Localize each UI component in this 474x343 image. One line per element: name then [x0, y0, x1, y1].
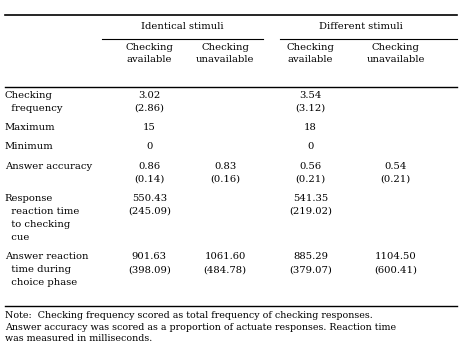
Text: cue: cue [5, 233, 29, 242]
Text: (0.16): (0.16) [210, 175, 240, 184]
Text: 0: 0 [146, 142, 153, 151]
Text: available: available [288, 55, 333, 63]
Text: unavailable: unavailable [366, 55, 425, 63]
Text: (0.21): (0.21) [381, 175, 411, 184]
Text: 0.54: 0.54 [384, 162, 407, 170]
Text: (484.78): (484.78) [204, 265, 246, 274]
Text: 885.29: 885.29 [293, 252, 328, 261]
Text: time during: time during [5, 265, 71, 274]
Text: (0.21): (0.21) [295, 175, 326, 184]
Text: (245.09): (245.09) [128, 207, 171, 216]
Text: (2.86): (2.86) [134, 104, 164, 113]
Text: 15: 15 [143, 123, 156, 132]
Text: Minimum: Minimum [5, 142, 54, 151]
Text: Answer reaction: Answer reaction [5, 252, 88, 261]
Text: 3.54: 3.54 [299, 91, 322, 100]
Text: 901.63: 901.63 [132, 252, 167, 261]
Text: to checking: to checking [5, 220, 70, 229]
Text: Maximum: Maximum [5, 123, 55, 132]
Text: (398.09): (398.09) [128, 265, 171, 274]
Text: available: available [127, 55, 172, 63]
Text: 0.86: 0.86 [138, 162, 160, 170]
Text: Checking: Checking [201, 43, 249, 52]
Text: Answer accuracy was scored as a proportion of actuate responses. Reaction time: Answer accuracy was scored as a proporti… [5, 323, 396, 332]
Text: Different stimuli: Different stimuli [319, 22, 403, 31]
Text: choice phase: choice phase [5, 278, 77, 287]
Text: Checking: Checking [372, 43, 420, 52]
Text: was measured in milliseconds.: was measured in milliseconds. [5, 334, 152, 343]
Text: 0: 0 [307, 142, 314, 151]
Text: 541.35: 541.35 [293, 194, 328, 203]
Text: (3.12): (3.12) [295, 104, 326, 113]
Text: (0.14): (0.14) [134, 175, 164, 184]
Text: (219.02): (219.02) [289, 207, 332, 216]
Text: Checking: Checking [5, 91, 53, 100]
Text: (379.07): (379.07) [289, 265, 332, 274]
Text: Answer accuracy: Answer accuracy [5, 162, 92, 170]
Text: frequency: frequency [5, 104, 62, 113]
Text: Response: Response [5, 194, 53, 203]
Text: 18: 18 [304, 123, 317, 132]
Text: Checking: Checking [286, 43, 335, 52]
Text: reaction time: reaction time [5, 207, 79, 216]
Text: Identical stimuli: Identical stimuli [141, 22, 224, 31]
Text: (600.41): (600.41) [374, 265, 417, 274]
Text: unavailable: unavailable [196, 55, 255, 63]
Text: 0.83: 0.83 [214, 162, 236, 170]
Text: 0.56: 0.56 [300, 162, 321, 170]
Text: 3.02: 3.02 [138, 91, 160, 100]
Text: Note:  Checking frequency scored as total frequency of checking responses.: Note: Checking frequency scored as total… [5, 311, 373, 320]
Text: 1061.60: 1061.60 [204, 252, 246, 261]
Text: 550.43: 550.43 [132, 194, 167, 203]
Text: 1104.50: 1104.50 [375, 252, 417, 261]
Text: Checking: Checking [125, 43, 173, 52]
